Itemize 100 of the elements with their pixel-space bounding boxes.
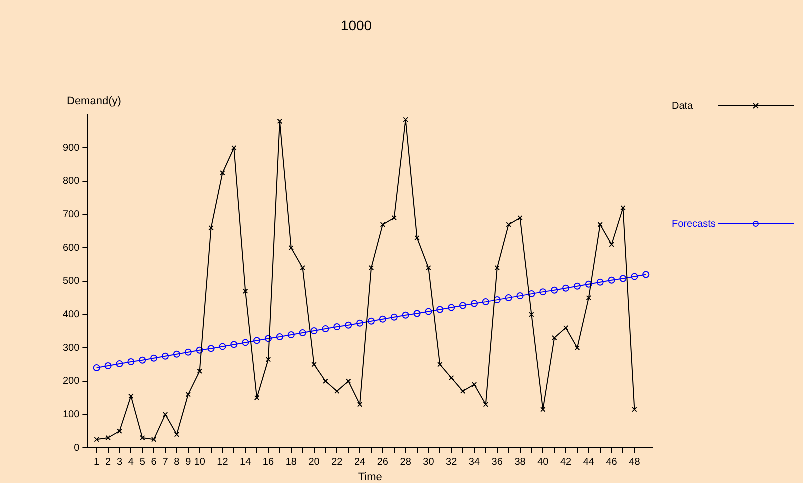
point	[540, 407, 546, 412]
x-tick-label: 36	[492, 456, 504, 468]
point	[436, 306, 444, 314]
x-tick-label: 28	[400, 456, 412, 468]
x-tick-label: 26	[377, 456, 389, 468]
point	[93, 364, 100, 372]
x-tick-label: 12	[217, 456, 229, 468]
point	[494, 296, 501, 304]
x-tick-label: 22	[332, 456, 344, 468]
y-tick-label: 600	[62, 242, 80, 254]
y-tick-label: 800	[62, 176, 80, 188]
y-tick-label: 500	[62, 276, 80, 288]
point	[162, 352, 169, 360]
x-tick-label: 44	[583, 456, 595, 468]
point	[264, 335, 272, 342]
x-tick-label: 46	[606, 456, 618, 468]
x-tick-label: 6	[151, 456, 158, 468]
point	[414, 310, 421, 318]
x-tick-label: 1	[94, 456, 100, 468]
point	[346, 378, 352, 384]
point	[208, 345, 215, 352]
point	[620, 275, 627, 282]
point	[356, 320, 364, 327]
point	[438, 362, 443, 368]
text: Forecasts	[672, 218, 717, 230]
point	[528, 290, 536, 298]
x-axis-title: Time	[358, 472, 382, 483]
point	[483, 402, 489, 408]
point	[277, 118, 283, 124]
point	[186, 392, 192, 398]
y-axis-title: Demand(y)	[67, 95, 122, 108]
point	[104, 362, 112, 370]
point	[128, 358, 135, 366]
text: Data	[672, 100, 694, 112]
point	[425, 308, 432, 316]
point	[574, 282, 581, 290]
point	[173, 350, 180, 358]
point	[151, 437, 157, 442]
x-tick-label: 9	[186, 456, 192, 468]
point	[288, 332, 295, 339]
point	[563, 325, 569, 331]
point	[380, 222, 386, 228]
point	[312, 362, 317, 368]
x-tick-label: 32	[446, 456, 458, 468]
point	[276, 334, 284, 341]
point	[299, 330, 306, 337]
point	[323, 378, 328, 384]
point	[551, 286, 558, 294]
point	[470, 300, 478, 308]
point	[220, 170, 226, 176]
point	[403, 117, 408, 122]
point	[631, 273, 638, 280]
y-tick-label: 300	[62, 342, 80, 354]
x-tick-label: 30	[423, 456, 435, 468]
point	[414, 235, 420, 241]
point	[390, 314, 398, 321]
point	[139, 356, 146, 364]
point	[219, 343, 226, 350]
point	[266, 357, 272, 362]
point	[310, 328, 318, 335]
x-tick-label: 40	[538, 456, 550, 468]
point	[529, 312, 534, 318]
y-tick-label: 400	[62, 309, 80, 320]
point	[116, 360, 124, 368]
x-tick-label: 18	[286, 456, 298, 468]
x-tick-label: 5	[140, 456, 146, 468]
point	[540, 288, 547, 296]
point	[254, 337, 261, 344]
point	[506, 222, 512, 228]
point	[208, 225, 214, 231]
point	[128, 394, 134, 399]
point	[460, 302, 467, 310]
point	[598, 222, 603, 228]
point	[448, 304, 456, 312]
x-tick-label: 3	[116, 456, 123, 468]
chart-title: 1000	[340, 17, 372, 34]
point	[516, 292, 524, 300]
x-tick-label: 42	[560, 456, 572, 468]
y-tick-label: 0	[74, 442, 80, 454]
point	[402, 312, 410, 319]
point	[562, 284, 570, 292]
x-tick-label: 2	[106, 456, 112, 468]
point	[150, 354, 158, 362]
point	[334, 388, 340, 394]
point	[596, 278, 604, 286]
point	[334, 324, 341, 331]
point	[620, 205, 626, 211]
x-tick-label: 7	[162, 456, 169, 468]
x-tick-label: 10	[194, 456, 206, 468]
point	[585, 280, 592, 288]
point	[322, 326, 330, 333]
point	[288, 245, 294, 251]
y-tick-label: 700	[62, 210, 80, 221]
point	[242, 288, 248, 294]
x-tick-label: 14	[240, 456, 252, 468]
point	[448, 375, 454, 381]
point	[472, 382, 478, 388]
point	[609, 242, 614, 248]
x-tick-label: 4	[128, 456, 134, 468]
point	[230, 341, 238, 348]
